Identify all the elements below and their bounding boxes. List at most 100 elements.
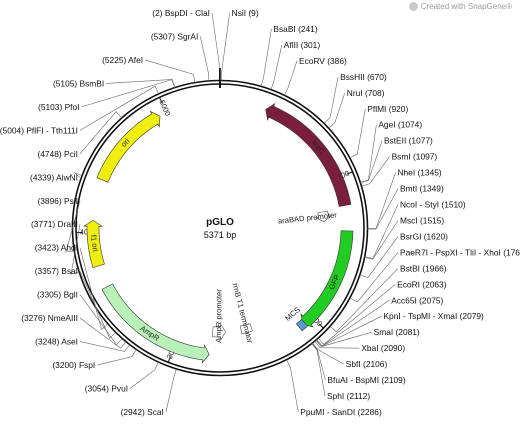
site-label-nsii[interactable]: NsiI (9) bbox=[232, 8, 259, 18]
site-position: (2090) bbox=[381, 343, 405, 353]
plasmid-name: pGLO bbox=[206, 217, 234, 228]
site-label-afei[interactable]: (5225) AfeI bbox=[102, 55, 143, 65]
site-label-pcii[interactable]: (4748) PciI bbox=[37, 149, 78, 159]
site-name: BglI bbox=[64, 290, 78, 300]
site-leader-asei bbox=[79, 341, 131, 352]
site-position: (2063) bbox=[422, 279, 446, 289]
site-label-pflmi[interactable]: PflMI (920) bbox=[367, 104, 408, 114]
site-label-draiii[interactable]: (3771) DraIII bbox=[31, 219, 78, 229]
site-position: (4748) bbox=[37, 149, 64, 159]
site-label-bsrgi[interactable]: BsrGI (1620) bbox=[400, 231, 448, 241]
site-leader-ncoi-styi bbox=[364, 204, 399, 259]
site-leader-xbai bbox=[314, 340, 360, 349]
site-label-msci[interactable]: MscI (1515) bbox=[400, 215, 444, 225]
site-position: (3771) bbox=[31, 219, 58, 229]
site-label-fspi[interactable]: (3200) FspI bbox=[52, 360, 95, 370]
site-label-nhei[interactable]: NheI (1345) bbox=[397, 168, 441, 178]
site-name: SgrAI bbox=[177, 31, 198, 41]
site-name: PciI bbox=[64, 149, 78, 159]
site-label-bsmbi[interactable]: (5105) BsmBI bbox=[53, 78, 104, 88]
site-label-acc65i[interactable]: Acc65I (2075) bbox=[391, 295, 443, 305]
site-position: (1515) bbox=[420, 215, 444, 225]
site-position: (1966) bbox=[422, 263, 446, 273]
site-name: NcoI - StyI bbox=[400, 200, 441, 210]
plasmid-size: 5371 bp bbox=[204, 230, 237, 240]
site-position: (1765) bbox=[503, 247, 520, 257]
site-label-bgli[interactable]: (3305) BglI bbox=[37, 290, 78, 300]
site-label-asei[interactable]: (3248) AseI bbox=[35, 337, 78, 347]
site-leader-pfoi bbox=[81, 79, 175, 108]
site-label-nrui[interactable]: NruI (708) bbox=[347, 88, 385, 98]
site-name: Acc65I bbox=[391, 295, 419, 305]
site-position: (3423) bbox=[35, 243, 61, 253]
site-position: (1345) bbox=[417, 168, 441, 178]
site-leader-bsmi bbox=[361, 156, 390, 187]
site-position: (5225) bbox=[102, 55, 128, 65]
site-label-xbai[interactable]: XbaI (2090) bbox=[361, 343, 405, 353]
site-label-pfoi[interactable]: (5103) PfoI bbox=[38, 102, 79, 112]
site-label-ecorv[interactable]: EcoRV (386) bbox=[299, 56, 347, 66]
site-label-bmti[interactable]: BmtI (1349) bbox=[400, 184, 444, 194]
site-label-ahdi[interactable]: (3423) AhdI bbox=[35, 243, 78, 253]
restriction-sites: NsiI (9) BsaBI (241) AflII (301) EcoRV (386… bbox=[0, 8, 520, 417]
site-label-pvui[interactable]: (3054) PvuI bbox=[85, 384, 128, 394]
site-leader-pcii bbox=[79, 111, 123, 154]
site-name: SphI bbox=[327, 391, 347, 401]
site-leader-draiii bbox=[70, 224, 81, 275]
site-leader-ahdi bbox=[79, 247, 109, 331]
site-label-sbfi[interactable]: SbfI (2106) bbox=[346, 359, 388, 369]
site-label-sgrai[interactable]: (5307) SgrAI bbox=[151, 31, 199, 41]
site-position: (3248) bbox=[35, 337, 61, 347]
site-label-paer7i-pspxi-tlii-xhoi[interactable]: PaeR7I - PspXI - TliI - XhoI (1765) bbox=[400, 247, 520, 257]
site-name: PpuMI - SanDI bbox=[300, 407, 357, 417]
site-label-bsmi[interactable]: BsmI (1097) bbox=[392, 152, 438, 162]
site-position: (920) bbox=[389, 104, 409, 114]
site-name: NmeAIII bbox=[48, 313, 78, 323]
feature-f1-ori bbox=[83, 219, 105, 268]
site-leader-nhei bbox=[367, 172, 396, 229]
site-label-scai[interactable]: (2942) ScaI bbox=[121, 407, 164, 417]
site-label-bsshii[interactable]: BssHII (670) bbox=[340, 72, 387, 82]
site-label-ecori[interactable]: EcoRI (2063) bbox=[397, 279, 447, 289]
site-label-pflfi-tth111i[interactable]: (5004) PflFI - Tth111I bbox=[0, 125, 78, 135]
site-name: NruI bbox=[347, 88, 365, 98]
site-label-alwni[interactable]: (4339) AlwNI bbox=[30, 172, 78, 182]
site-name: BstEII bbox=[384, 136, 409, 146]
site-position: (1097) bbox=[413, 152, 437, 162]
site-position: (3054) bbox=[85, 384, 112, 394]
site-label-bstbi[interactable]: BstBI (1966) bbox=[400, 263, 447, 273]
site-label-bspdi-clai[interactable]: (2) BspDI - ClaI bbox=[152, 8, 210, 18]
site-label-bfuai-bspmi[interactable]: BfuAI - BspMI (2109) bbox=[327, 375, 405, 385]
site-label-psii[interactable]: (3896) PsiI bbox=[37, 196, 78, 206]
site-leader-paer7i-pspxi-tlii-xhoi bbox=[349, 252, 399, 303]
site-label-bsteii[interactable]: BstEII (1077) bbox=[384, 136, 433, 146]
site-name: PflMI bbox=[367, 104, 388, 114]
site-label-bsabi[interactable]: BsaBI (241) bbox=[273, 24, 317, 34]
site-position: (3276) bbox=[21, 313, 48, 323]
site-label-aflii[interactable]: AflII (301) bbox=[284, 40, 321, 50]
site-leader-agei bbox=[360, 124, 377, 183]
site-label-ppumi-sandi[interactable]: PpuMI - SanDI (2286) bbox=[300, 407, 382, 417]
tick-mark bbox=[346, 171, 353, 175]
feature-ori bbox=[96, 110, 161, 183]
site-label-agei[interactable]: AgeI (1074) bbox=[378, 120, 422, 130]
site-name: BsaI bbox=[61, 266, 78, 276]
site-position: (301) bbox=[301, 40, 321, 50]
site-position: (3896) bbox=[37, 196, 64, 206]
site-label-nmeaiii[interactable]: (3276) NmeAIII bbox=[21, 313, 78, 323]
site-position: (5004) bbox=[0, 125, 26, 135]
site-label-ncoi-styi[interactable]: NcoI - StyI (1510) bbox=[400, 200, 466, 210]
site-leader-nsii bbox=[221, 12, 230, 81]
site-position: (2) bbox=[152, 8, 165, 18]
site-leader-pflmi bbox=[349, 108, 366, 159]
site-label-kpni-tspmi-xmai[interactable]: KpnI - TspMI - XmaI (2079) bbox=[383, 311, 484, 321]
site-name: DraIII bbox=[58, 219, 78, 229]
site-label-bsai[interactable]: (3357) BsaI bbox=[35, 266, 78, 276]
site-name: AfeI bbox=[128, 55, 143, 65]
site-leader-sphi bbox=[311, 343, 326, 397]
site-label-sphi[interactable]: SphI (2112) bbox=[327, 391, 370, 401]
site-position: (5105) bbox=[53, 78, 80, 88]
site-name: PfoI bbox=[65, 102, 80, 112]
site-label-smai[interactable]: SmaI (2081) bbox=[374, 327, 420, 337]
site-leader-bsmbi bbox=[106, 79, 176, 88]
